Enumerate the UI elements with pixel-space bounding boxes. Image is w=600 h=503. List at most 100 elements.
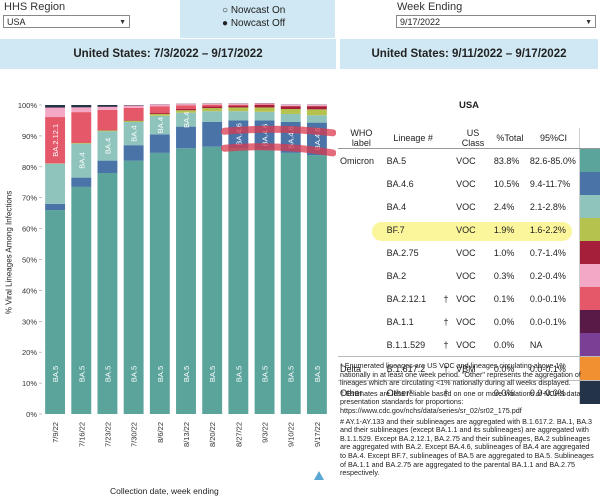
row-ci: 0.7-1.4%: [529, 247, 566, 258]
row-lineage: Other*: [386, 387, 413, 398]
bar-data-label: BA.4.6: [261, 124, 270, 147]
table-row: B.1.1.529 † VOC 0.0% NA: [338, 333, 600, 357]
row-us-class: VOC: [456, 178, 476, 189]
week-select[interactable]: 9/17/2022 ▼: [396, 15, 596, 28]
row-color-swatch: [579, 333, 600, 357]
x-tick-label: 8/6/22: [156, 422, 165, 443]
x-tick-label: 8/20/22: [208, 422, 217, 447]
week-value: 9/17/2022: [400, 17, 441, 27]
bar-segment-ba-2-75: [149, 113, 170, 114]
bar-segment-bf-7: [176, 110, 196, 113]
y-tick-label: 60%: [22, 225, 37, 234]
row-lineage: BA.4.6: [386, 178, 414, 189]
bar-segment-ba-5: [45, 210, 66, 414]
table-row: Omicron BA.5 VOC 83.8% 82.6-85.0%: [338, 148, 600, 173]
bar-data-label: BA.4.6: [313, 128, 322, 151]
bar-segment-ba-4: [97, 131, 118, 161]
row-color-swatch: [579, 310, 600, 333]
bar-segment-ba-2-75: [176, 109, 196, 111]
bar-segment-ba-1-1: [45, 107, 66, 108]
footnote-2: † Estimates are less reliable based on o…: [340, 388, 581, 415]
row-lineage: BA.5: [386, 155, 407, 166]
bar-data-label: BA.2.12.1: [51, 124, 60, 157]
bar-data-label: BA.5: [313, 366, 322, 382]
bar-segment-bf-7: [97, 130, 118, 132]
x-tick-label: 7/16/22: [77, 422, 86, 447]
table-row: BA.4 VOC 2.4% 2.1-2.8%: [338, 195, 600, 218]
row-color-swatch: [579, 148, 600, 172]
y-tick-label: 0%: [26, 410, 37, 419]
row-color-swatch: [579, 241, 600, 264]
region-select[interactable]: USA ▼: [3, 15, 130, 28]
row-us-class: VOC: [456, 293, 476, 304]
row-mark: [442, 149, 455, 173]
bar-segment-ba-2: [280, 105, 301, 106]
row-us-class: VOC: [456, 316, 476, 327]
bar-data-label: BA.5: [287, 366, 296, 382]
triangle-up-icon[interactable]: [314, 471, 324, 480]
row-lineage: BF.7: [386, 224, 405, 235]
table-row: Other Other* † 0.0% 0.0-0.0%: [338, 380, 600, 404]
y-tick-label: 30%: [22, 317, 37, 326]
row-ci: 0.0-0.0%: [529, 387, 566, 398]
bar-segment-ba-5: [254, 149, 275, 414]
row-who-label: [338, 310, 385, 333]
chevron-down-icon: ▼: [585, 19, 592, 26]
right-header: United States: 9/11/2022 – 9/17/2022: [340, 39, 598, 69]
row-us-class: VOC: [456, 155, 476, 166]
bar-segment-other: [97, 105, 118, 107]
bar-segment-ba-4: [280, 113, 301, 122]
y-tick-label: 50%: [22, 256, 37, 265]
bar-data-label: BA.5: [261, 366, 270, 382]
row-total: 0.0%: [493, 316, 515, 327]
footnote-1: * Enumerated lineages are US VOC and lin…: [340, 361, 581, 388]
annotation-stroke: [220, 143, 336, 157]
bar-segment-ba-2-12-1: [71, 112, 92, 144]
bar-data-label: BA.5: [182, 366, 191, 382]
row-ci: 0.0-0.1%: [529, 293, 566, 304]
col-lineage: Lineage #: [384, 128, 442, 149]
nowcast-toggle: ○ Nowcast On ● Nowcast Off: [180, 0, 335, 38]
bar-data-label: BA.5: [208, 366, 217, 382]
bar-data-label: BA.5: [51, 366, 60, 382]
controls-bar: HHS Region USA ▼ ○ Nowcast On ● Nowcast …: [0, 0, 600, 38]
bar-segment-ba-2-12-1: [123, 107, 144, 121]
bar-segment-ba-2: [202, 103, 223, 105]
row-color-swatch: [579, 195, 600, 218]
row-total: 0.0%: [491, 356, 528, 381]
bar-segment-ba-2-12-1: [97, 109, 118, 131]
bar-segment-ba-5: [228, 148, 249, 414]
table-row: BA.1.1 † VOC 0.0% 0.0-0.1%: [338, 310, 600, 333]
row-mark: [442, 218, 455, 241]
bar-segment-ba-2: [45, 107, 66, 118]
row-total: 0.0%: [491, 333, 528, 357]
bar-segment-ba-2-12-1: [254, 104, 275, 105]
row-ci: NA: [527, 333, 580, 357]
row-total: 1.0%: [493, 247, 515, 258]
table-row: BA.2 VOC 0.3% 0.2-0.4%: [338, 264, 600, 287]
row-total: 0.3%: [493, 270, 515, 281]
row-mark: †: [441, 356, 455, 381]
row-color-swatch: [579, 264, 600, 287]
bar-segment-ba-4: [306, 115, 327, 123]
bar-data-label: BA.4: [103, 138, 112, 154]
row-who-label: Other: [340, 387, 363, 398]
annotation-stroke: [220, 125, 336, 137]
bar-data-label: BA.5: [103, 366, 112, 382]
lineage-table: WHO label Lineage # US Class %Total 95%C…: [338, 128, 600, 404]
row-who-label: [338, 195, 385, 218]
bar-segment-ba-2: [228, 103, 249, 105]
row-lineage: B.1.1.529: [384, 333, 442, 357]
x-tick-label: 7/23/22: [103, 422, 112, 447]
bar-segment-bf-7: [306, 109, 327, 116]
col-who-label: WHO label: [338, 128, 385, 149]
nowcast-on-option[interactable]: ○ Nowcast On: [222, 5, 285, 16]
row-color-swatch: [579, 172, 600, 195]
bar-segment-ba-4: [202, 111, 223, 122]
nowcast-off-option[interactable]: ● Nowcast Off: [222, 18, 285, 29]
row-us-class: VBM: [454, 356, 492, 381]
bar-data-label: BA.5: [234, 366, 243, 382]
bar-segment-ba-4-6: [45, 203, 66, 211]
bar-segment-bf-7: [123, 120, 144, 122]
footnote-3: # AY.1-AY.133 and their sublineages are …: [340, 416, 594, 478]
